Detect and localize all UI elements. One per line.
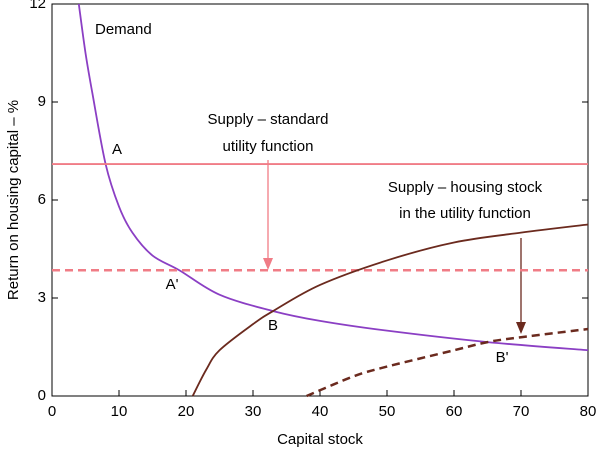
series-line: [191, 223, 589, 397]
point-label: B': [496, 349, 509, 366]
y-tick-label: 12: [29, 0, 46, 12]
x-tick-label: 70: [513, 403, 530, 420]
x-axis-label: Capital stock: [277, 431, 363, 448]
point-label: B: [268, 317, 278, 334]
plot-frame: [51, 3, 589, 397]
series-label: utility function: [223, 138, 314, 155]
x-tick-label: 60: [446, 403, 463, 420]
series-line: [77, 3, 589, 352]
series-label: Supply – standard: [208, 111, 329, 128]
y-tick-label: 6: [38, 191, 46, 208]
y-tick-label: 0: [38, 387, 46, 404]
point-label: A: [112, 141, 122, 158]
x-tick-label: 40: [312, 403, 329, 420]
arrow-head: [516, 322, 526, 334]
x-tick-label: 50: [379, 403, 396, 420]
point-label: A': [166, 276, 179, 293]
series-line: [306, 327, 589, 398]
y-tick-label: 3: [38, 289, 46, 306]
series-label: Supply – housing stock: [388, 179, 543, 196]
x-tick-label: 0: [48, 403, 56, 420]
x-tick-label: 20: [178, 403, 195, 420]
y-axis-label: Return on housing capital – %: [5, 100, 22, 300]
y-tick-label: 9: [38, 93, 46, 110]
x-tick-label: 10: [111, 403, 128, 420]
series-label: in the utility function: [399, 205, 531, 222]
x-tick-label: 80: [580, 403, 597, 420]
series-label: Demand: [95, 21, 152, 38]
x-tick-label: 30: [245, 403, 262, 420]
arrow-head: [263, 258, 273, 270]
